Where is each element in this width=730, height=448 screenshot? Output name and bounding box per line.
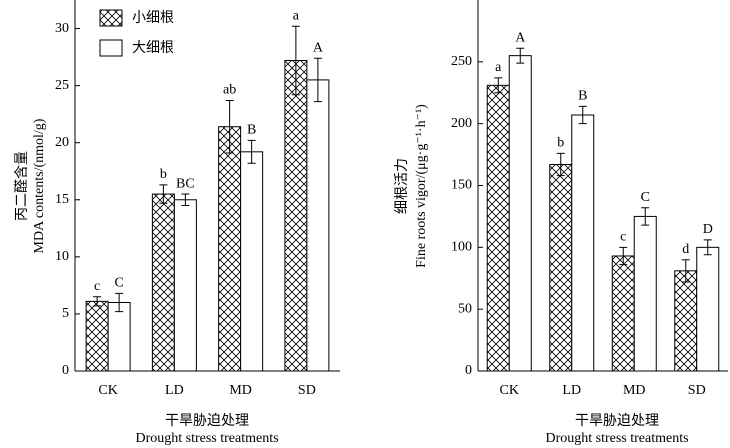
- x-tick-label: LD: [165, 383, 184, 398]
- x-tick-label: LD: [562, 383, 581, 398]
- y-axis-label: MDA contents/(nmol/g): [32, 118, 47, 253]
- error-bar: [516, 47, 525, 64]
- y-tick-label: 30: [55, 21, 69, 36]
- y-tick-label: 20: [55, 135, 69, 150]
- bar: [571, 114, 595, 372]
- bar: [549, 163, 573, 372]
- significance-letter: a: [293, 8, 300, 23]
- x-axis-label: Drought stress treatments: [135, 431, 278, 446]
- error-bar: [641, 207, 650, 226]
- significance-letter: d: [682, 242, 689, 257]
- y-tick-label: 150: [451, 178, 472, 193]
- error-bar: [181, 193, 190, 206]
- error-bar: [703, 239, 712, 256]
- significance-letter: B: [578, 89, 587, 104]
- x-tick-label: CK: [500, 383, 519, 398]
- significance-letter: b: [160, 167, 167, 182]
- bar: [508, 55, 532, 372]
- error-bar: [93, 296, 102, 307]
- significance-letter: C: [641, 190, 650, 205]
- x-tick-label: SD: [688, 383, 706, 398]
- legend-swatch: [99, 9, 123, 27]
- y-tick-label: 0: [465, 363, 472, 378]
- y-tick-label: 200: [451, 116, 472, 131]
- significance-letter: B: [247, 123, 256, 138]
- y-tick-label: 25: [55, 78, 69, 93]
- bar: [85, 300, 109, 372]
- bar: [306, 79, 330, 372]
- significance-letter: D: [703, 222, 713, 237]
- y-tick-label: 250: [451, 54, 472, 69]
- error-bar: [159, 184, 168, 204]
- error-bar: [556, 152, 565, 177]
- bar: [240, 151, 264, 372]
- x-axis-label: Drought stress treatments: [545, 431, 688, 446]
- error-bar: [578, 105, 587, 125]
- x-tick-label: CK: [98, 383, 117, 398]
- y-axis-label-cn: 丙二醛含量: [14, 151, 30, 221]
- x-tick-label: MD: [229, 383, 252, 398]
- error-bar: [225, 99, 234, 154]
- error-bar: [291, 25, 300, 96]
- x-tick-label: MD: [623, 383, 646, 398]
- significance-letter: c: [620, 230, 626, 245]
- significance-letter: A: [515, 30, 526, 45]
- x-axis-label-cn: 干旱胁迫处理: [165, 413, 249, 429]
- significance-letter: c: [94, 279, 100, 294]
- legend-label: 小细根: [132, 10, 174, 26]
- error-bar: [681, 259, 690, 283]
- y-tick-label: 5: [62, 306, 69, 321]
- bar: [173, 199, 197, 372]
- error-bar: [115, 292, 124, 313]
- y-axis-label-cn: 细根活力: [394, 158, 410, 214]
- legend-label: 大细根: [132, 40, 174, 56]
- bar: [633, 215, 657, 372]
- x-tick-label: SD: [298, 383, 316, 398]
- bar: [611, 255, 635, 372]
- significance-letter: b: [557, 136, 564, 151]
- bar: [107, 302, 131, 372]
- bar: [486, 84, 510, 372]
- bar: [696, 246, 720, 372]
- bar: [284, 60, 308, 372]
- significance-letter: C: [114, 276, 123, 291]
- y-tick-label: 100: [451, 240, 472, 255]
- bar: [218, 126, 242, 372]
- significance-letter: a: [495, 60, 502, 75]
- legend-swatch: [99, 39, 123, 57]
- y-tick-label: 0: [62, 363, 69, 378]
- y-tick-label: 50: [458, 301, 472, 316]
- error-bar: [494, 77, 503, 94]
- error-bar: [247, 139, 256, 164]
- x-axis-label-cn: 干旱胁迫处理: [575, 413, 659, 429]
- y-axis-label: Fine roots vigor/(μg·g⁻¹·h⁻¹): [414, 104, 429, 268]
- error-bar: [313, 57, 322, 103]
- y-tick-label: 15: [55, 192, 69, 207]
- significance-letter: A: [313, 40, 324, 55]
- significance-letter: ab: [223, 83, 236, 98]
- error-bar: [619, 246, 628, 266]
- significance-letter: BC: [176, 176, 195, 191]
- bar: [674, 270, 698, 372]
- bar: [151, 193, 175, 372]
- y-tick-label: 10: [55, 249, 69, 264]
